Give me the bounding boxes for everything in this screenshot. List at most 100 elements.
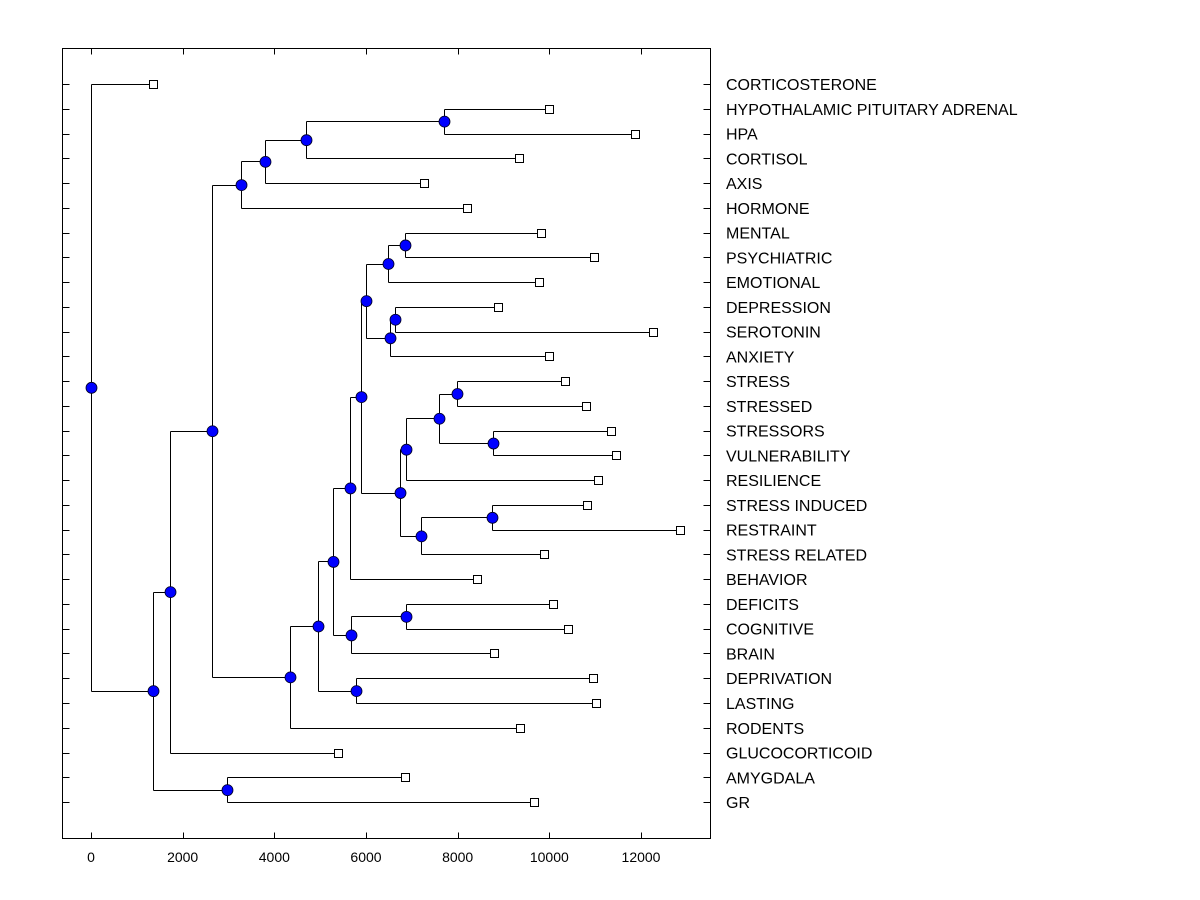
leaf-marker — [607, 427, 616, 436]
leaf-label: AXIS — [726, 176, 762, 193]
leaf-label: LASTING — [726, 696, 794, 713]
cluster-node — [259, 155, 272, 168]
leaf-label: GR — [726, 795, 750, 812]
leaf-label: BRAIN — [726, 646, 775, 663]
leaf-marker — [334, 749, 343, 758]
leaf-label: EMOTIONAL — [726, 275, 820, 292]
x-tick-label: 8000 — [442, 849, 473, 865]
leaf-marker — [612, 451, 621, 460]
leaf-marker — [649, 328, 658, 337]
leaf-marker — [676, 526, 685, 535]
leaf-marker — [594, 476, 603, 485]
cluster-node — [300, 134, 313, 147]
cluster-node — [487, 437, 500, 450]
cluster-node — [486, 511, 499, 524]
leaf-marker — [535, 278, 544, 287]
leaf-labels: CORTICOSTERONE HYPOTHALAMIC PITUITARY ADR… — [726, 77, 1018, 812]
x-tick-label: 6000 — [350, 849, 381, 865]
leaf-marker — [561, 377, 570, 386]
cluster-node — [206, 425, 219, 438]
leaf-label: STRESS — [726, 374, 790, 391]
leaf-label: CORTICOSTERONE — [726, 77, 877, 94]
leaf-marker — [537, 229, 546, 238]
cluster-node — [433, 412, 446, 425]
leaf-label: HYPOTHALAMIC PITUITARY ADRENAL — [726, 102, 1018, 119]
branches — [91, 84, 681, 803]
leaf-label: HORMONE — [726, 201, 810, 218]
leaf-label: RODENTS — [726, 721, 804, 738]
cluster-node — [312, 620, 325, 633]
cluster-node — [399, 239, 412, 252]
leaf-label: DEPRESSION — [726, 300, 831, 317]
root-node — [85, 381, 98, 394]
leaf-label: ANXIETY — [726, 349, 795, 366]
leaf-marker — [592, 699, 601, 708]
leaf-marker — [589, 674, 598, 683]
leaf-label: GLUCOCORTICOID — [726, 746, 872, 763]
cluster-node — [360, 295, 373, 308]
cluster-node — [350, 685, 363, 698]
leaf-label: VULNERABILITY — [726, 448, 851, 465]
cluster-node — [438, 115, 451, 128]
cluster-node — [345, 629, 358, 642]
cluster-node — [284, 671, 297, 684]
leaf-marker — [631, 130, 640, 139]
leaf-marker — [401, 773, 410, 782]
cluster-node — [394, 487, 407, 499]
leaf-marker — [582, 402, 591, 411]
leaf-label: CORTISOL — [726, 151, 808, 168]
leaf-label: COGNITIVE — [726, 622, 814, 639]
leaf-label: PSYCHIATRIC — [726, 250, 832, 267]
x-tick-label: 10000 — [530, 849, 569, 865]
x-axis-tick-labels: 0 2000 4000 6000 8000 10000 12000 — [87, 849, 661, 865]
leaf-label: HPA — [726, 127, 758, 144]
leaf-marker — [463, 204, 472, 213]
leaf-label: SEROTONIN — [726, 325, 821, 342]
leaf-label: DEFICITS — [726, 597, 799, 614]
x-tick-label: 2000 — [167, 849, 198, 865]
leaf-marker — [549, 600, 558, 609]
cluster-node — [355, 391, 368, 403]
cluster-node — [327, 556, 340, 568]
cluster-node — [389, 313, 402, 326]
leaf-markers — [149, 80, 685, 807]
cluster-node — [147, 685, 160, 698]
leaf-marker — [545, 352, 554, 361]
leaf-label: STRESS INDUCED — [726, 498, 867, 515]
x-tick-label: 0 — [87, 849, 95, 865]
cluster-node — [235, 179, 248, 191]
leaf-label: MENTAL — [726, 226, 790, 243]
axis-ticks — [62, 48, 711, 839]
leaf-label: BEHAVIOR — [726, 572, 808, 589]
cluster-node — [400, 443, 413, 456]
leaf-marker — [149, 80, 158, 89]
leaf-marker — [516, 724, 525, 733]
cluster-node — [221, 784, 234, 797]
leaf-marker — [420, 179, 429, 188]
x-tick-label: 12000 — [622, 849, 661, 865]
leaf-marker — [515, 154, 524, 163]
leaf-label: STRESSORS — [726, 424, 825, 441]
leaf-label: DEPRIVATION — [726, 671, 832, 688]
leaf-marker — [494, 303, 503, 312]
cluster-node — [384, 332, 397, 345]
cluster-node — [400, 610, 413, 623]
cluster-node — [415, 530, 428, 543]
cluster-node — [164, 586, 177, 599]
leaf-marker — [473, 575, 482, 584]
leaf-label: STRESS RELATED — [726, 547, 867, 564]
leaf-label: RESTRAINT — [726, 523, 817, 540]
leaf-marker — [583, 501, 592, 510]
cluster-node — [451, 388, 464, 400]
leaf-label: AMYGDALA — [726, 770, 815, 787]
leaf-marker — [564, 625, 573, 634]
cluster-nodes — [85, 115, 500, 797]
x-tick-label: 4000 — [259, 849, 290, 865]
cluster-node — [344, 482, 357, 495]
leaf-marker — [590, 253, 599, 262]
leaf-marker — [490, 649, 499, 658]
leaf-label: RESILIENCE — [726, 473, 821, 490]
leaf-label: STRESSED — [726, 399, 812, 416]
plot-frame — [62, 48, 711, 839]
